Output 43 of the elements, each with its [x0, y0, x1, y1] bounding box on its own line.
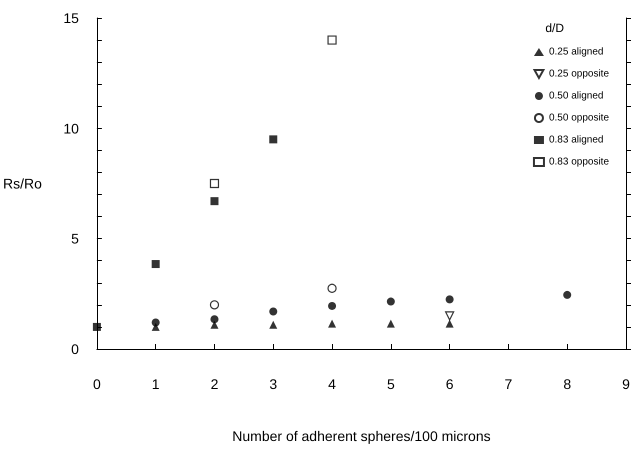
legend-label: 0.25 opposite [548, 68, 610, 80]
legend-label: 0.50 opposite [548, 112, 610, 124]
x-tick-label: 6 [446, 376, 454, 392]
point [210, 178, 220, 188]
x-tick-label: 8 [563, 376, 572, 392]
legend-label: 0.50 aligned [548, 90, 604, 102]
x-axis-title: Number of adherent spheres/100 microns [232, 428, 491, 444]
point [328, 320, 336, 328]
point [386, 320, 395, 328]
legend-label: 0.83 opposite [548, 156, 610, 168]
point [210, 197, 218, 206]
x-tick-label: 0 [93, 376, 101, 392]
x-tick-label: 2 [210, 376, 219, 392]
point [152, 260, 160, 268]
point [328, 302, 336, 310]
x-tick-label: 1 [152, 376, 160, 392]
point [445, 311, 454, 320]
point [386, 298, 395, 306]
x-tick-label: 7 [504, 376, 513, 392]
point [563, 290, 572, 299]
point [210, 315, 218, 324]
point [92, 322, 101, 331]
y-tick-label: 0 [71, 341, 80, 357]
point [152, 318, 160, 327]
x-tick-label: 4 [328, 376, 336, 392]
legend-label: 0.83 aligned [548, 134, 604, 146]
legend-label: 0.25 aligned [548, 46, 604, 58]
y-tick-label: 15 [63, 10, 80, 26]
y-axis-title: Rs/Ro [2, 176, 42, 192]
point [269, 320, 278, 329]
y-tick-label: 10 [63, 120, 80, 136]
point [269, 307, 278, 316]
point [446, 320, 454, 328]
point [327, 284, 337, 293]
point [446, 295, 454, 304]
x-tick-label: 5 [386, 376, 395, 392]
x-tick-label: 3 [269, 376, 278, 392]
point [269, 135, 278, 144]
y-tick-label: 5 [71, 230, 80, 247]
point [210, 300, 220, 310]
point [327, 35, 337, 45]
legend-title: d/D [545, 21, 564, 35]
x-tick-label: 9 [622, 376, 630, 392]
